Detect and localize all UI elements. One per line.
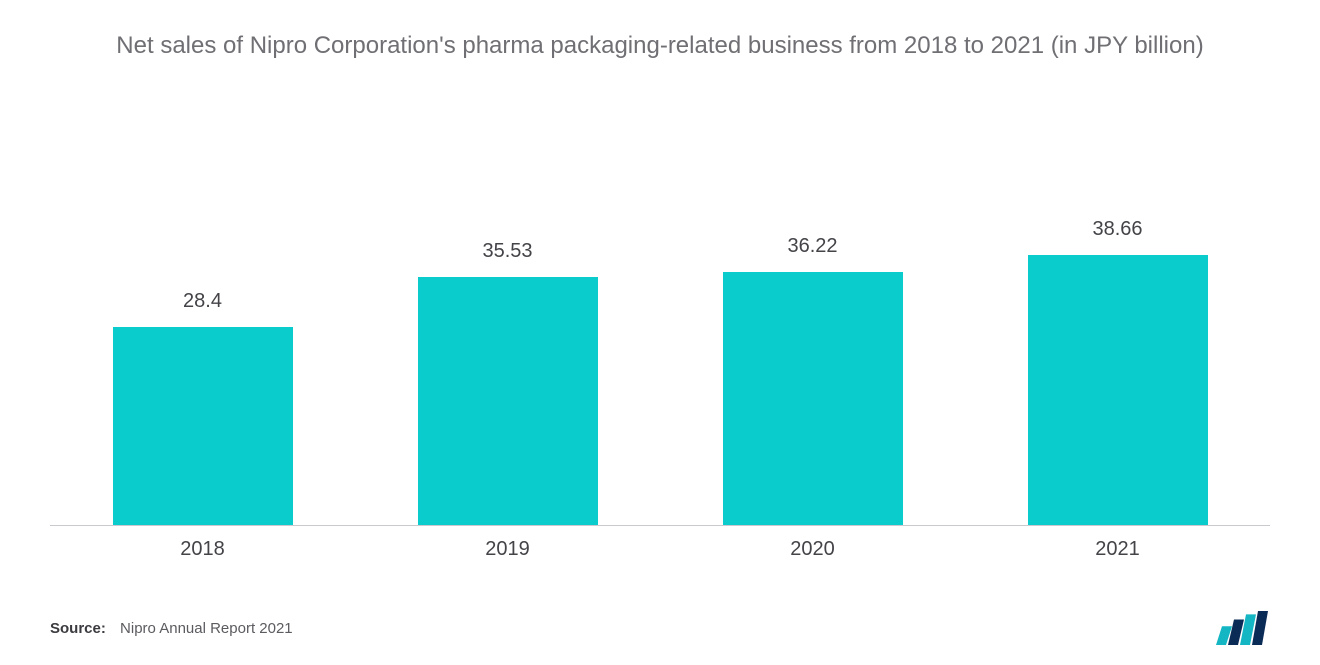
source-text: Nipro Annual Report 2021 (120, 620, 293, 637)
mordor-logo-icon (1216, 611, 1270, 645)
chart-title: Net sales of Nipro Corporation's pharma … (50, 30, 1270, 72)
bar (723, 272, 903, 526)
x-axis-labels: 2018201920202021 (50, 538, 1270, 561)
chart-plot-area: 28.4 35.53 36.22 38.66 (50, 102, 1270, 526)
bar-slot: 38.66 (965, 102, 1270, 526)
bar-value-label: 35.53 (482, 240, 532, 263)
bar-slot: 28.4 (50, 102, 355, 526)
bar-value-label: 36.22 (787, 235, 837, 258)
bar (113, 327, 293, 526)
logo-svg (1216, 611, 1270, 645)
bar-slot: 35.53 (355, 102, 660, 526)
source-label: Source: (50, 620, 106, 637)
bars-row: 28.4 35.53 36.22 38.66 (50, 102, 1270, 526)
x-axis-label: 2019 (355, 538, 660, 561)
bar (1028, 255, 1208, 526)
x-axis-label: 2018 (50, 538, 355, 561)
x-axis-baseline (50, 525, 1270, 526)
x-axis-label: 2020 (660, 538, 965, 561)
source-citation: Source: Nipro Annual Report 2021 (50, 620, 293, 637)
bar (418, 277, 598, 526)
bar-slot: 36.22 (660, 102, 965, 526)
bar-value-label: 38.66 (1092, 218, 1142, 241)
x-axis-label: 2021 (965, 538, 1270, 561)
chart-container: Net sales of Nipro Corporation's pharma … (0, 0, 1320, 665)
chart-footer: Source: Nipro Annual Report 2021 (50, 611, 1270, 645)
bar-value-label: 28.4 (183, 290, 222, 313)
